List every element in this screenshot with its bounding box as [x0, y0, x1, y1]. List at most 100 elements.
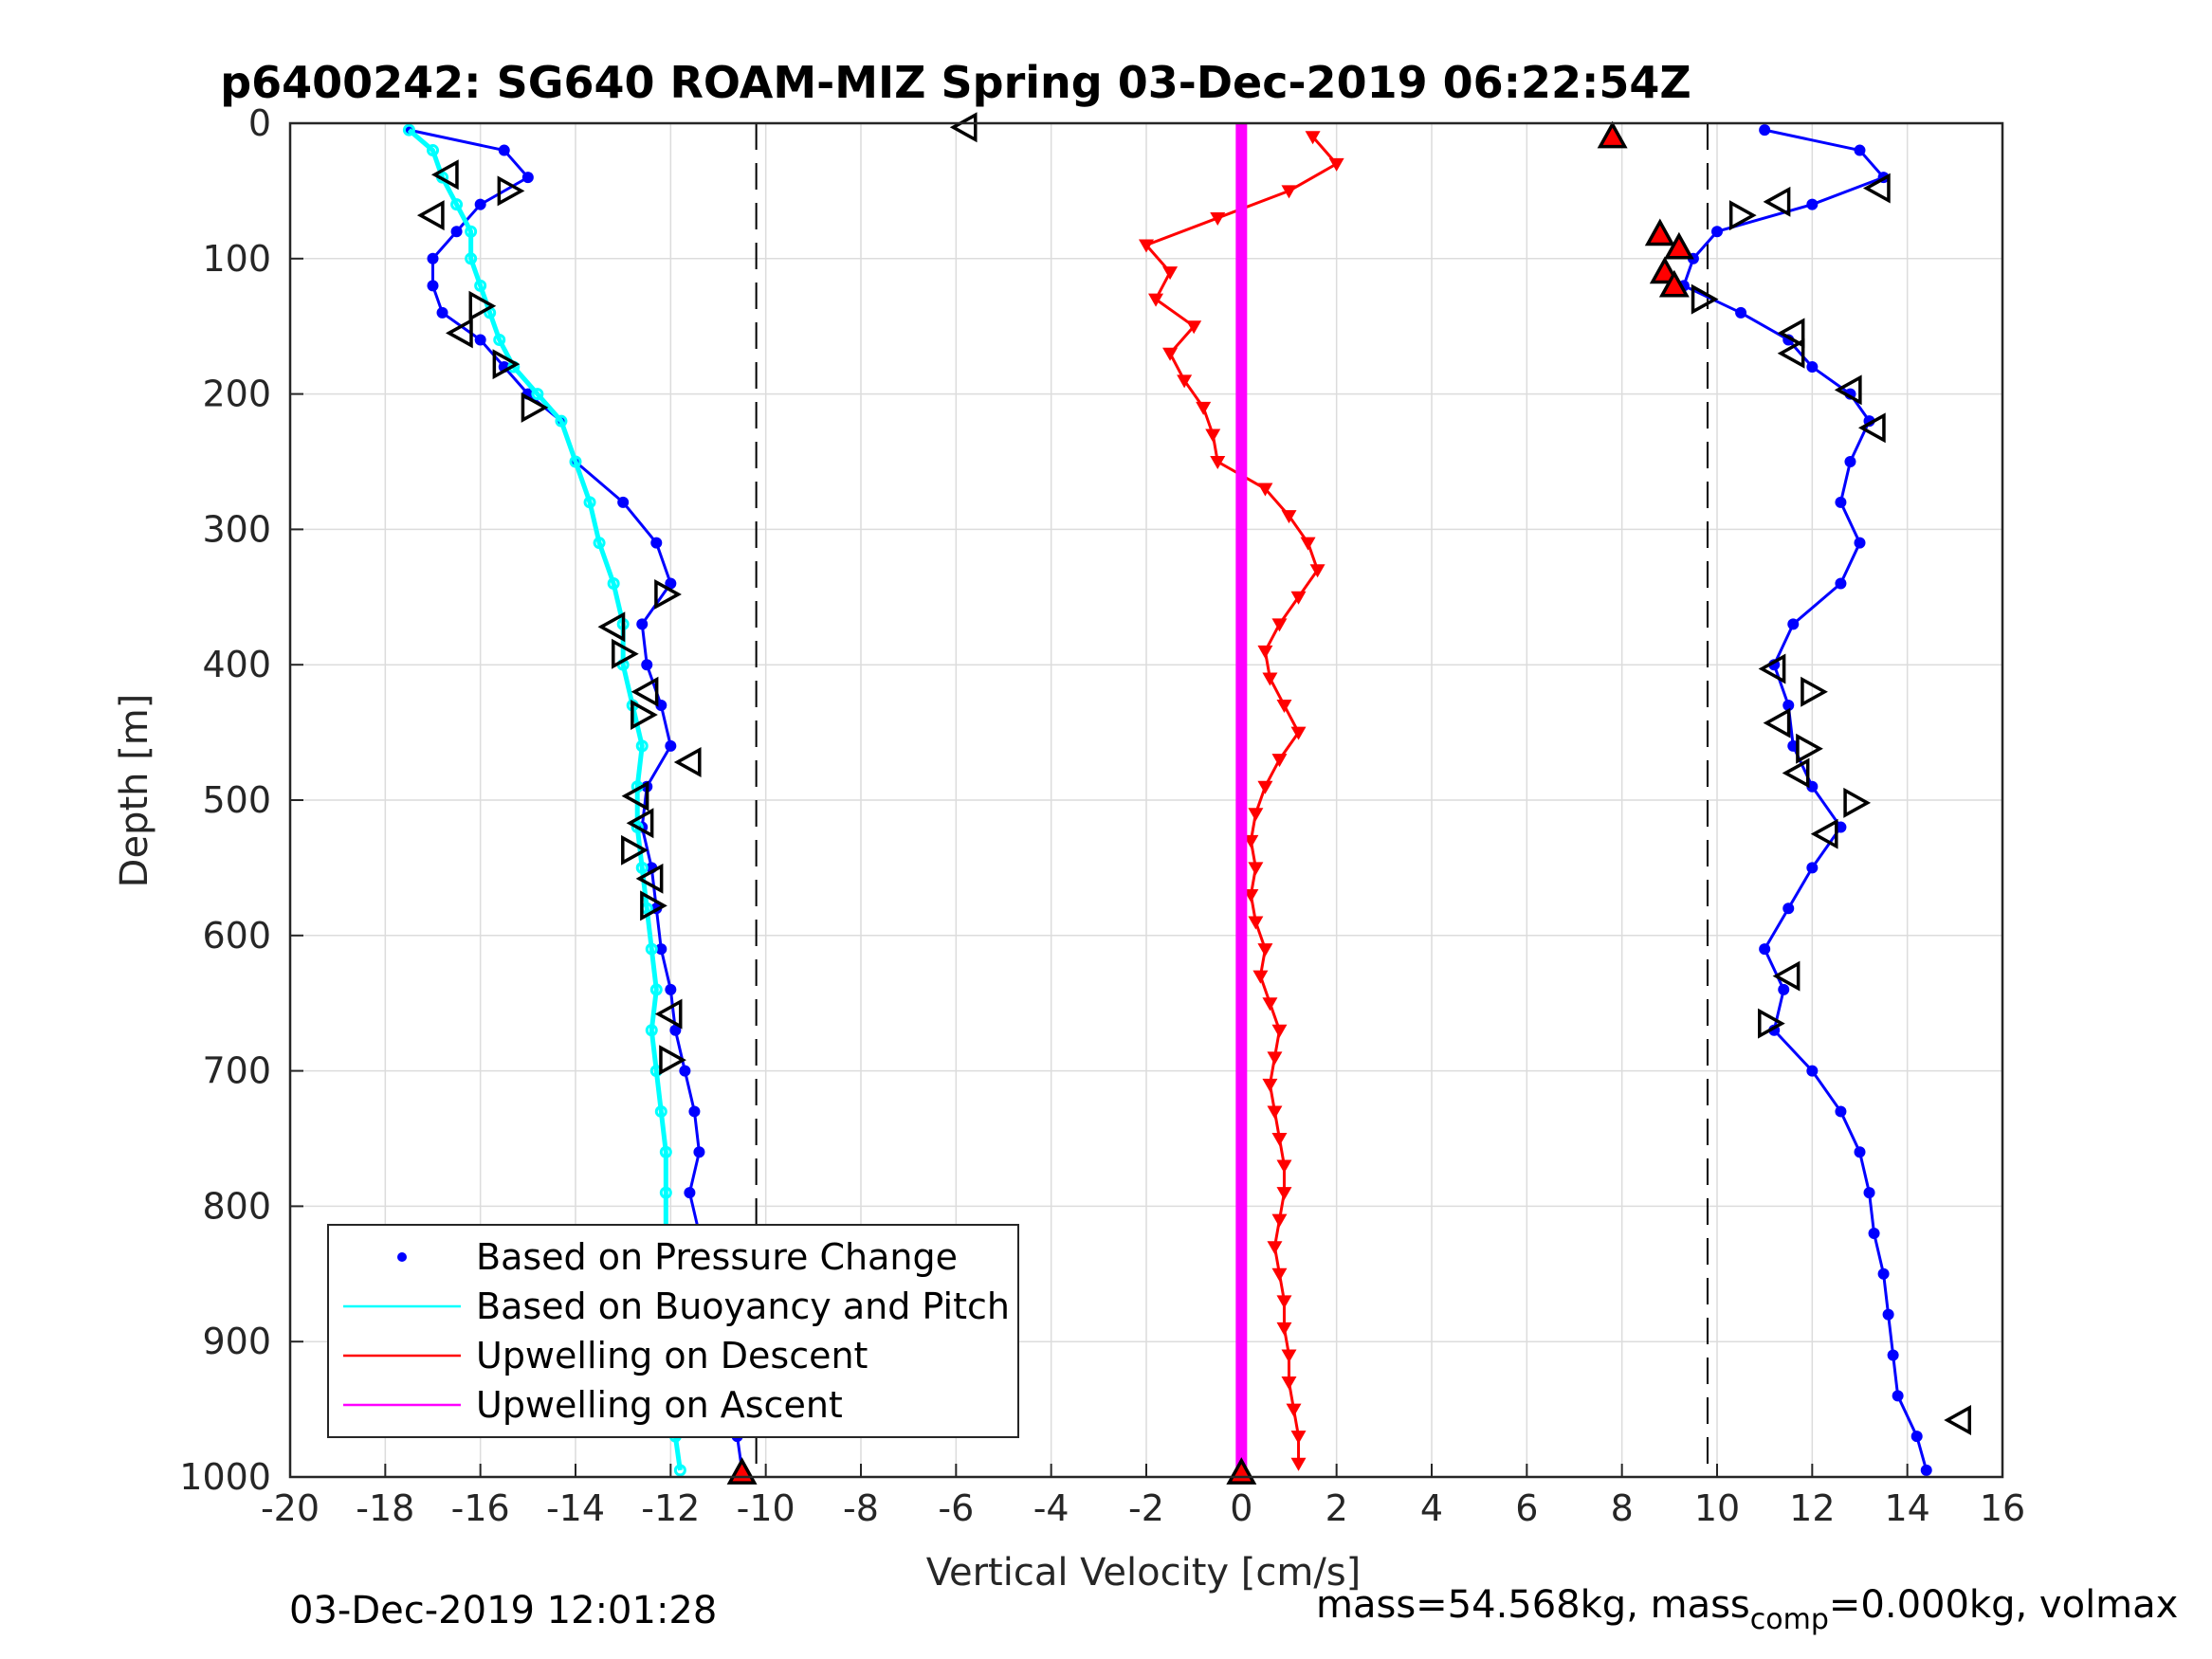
- upwelling-descent-point: [1210, 456, 1226, 469]
- y-tick-label: 100: [202, 238, 271, 280]
- pressure-change-point: [1759, 943, 1771, 956]
- x-tick-labels: -20 -18 -16 -14 -12 -10 -8 -6 -4 -2 0 2 4 6 8 10 12 14 16: [261, 1487, 2025, 1529]
- upwelling-descent-point: [1267, 1241, 1283, 1255]
- marker-triangle-right: [654, 578, 682, 610]
- y-tick-label: 0: [248, 102, 271, 144]
- upwelling-descent-point: [1271, 1213, 1288, 1228]
- upwelling-descent-point: [1267, 1105, 1283, 1120]
- upwelling-descent-point: [1281, 510, 1297, 524]
- pressure-change-point: [655, 943, 667, 956]
- upwelling-descent-point: [1290, 591, 1307, 605]
- buoyancy-pitch-point: [659, 1145, 672, 1158]
- upwelling-descent-point: [1252, 970, 1269, 984]
- pressure-change-point: [450, 226, 463, 238]
- pressure-change-point: [693, 1146, 705, 1158]
- marker-triangle-right: [1843, 787, 1872, 818]
- pressure-change-point: [1759, 124, 1771, 137]
- x-tick-label: 8: [1611, 1487, 1634, 1529]
- pressure-change-point: [1920, 1464, 1932, 1476]
- upwelling-descent-point: [1286, 1403, 1302, 1417]
- upwelling-descent-point: [1276, 700, 1292, 714]
- x-tick-label: -14: [546, 1487, 605, 1529]
- pressure-change-point: [427, 252, 439, 264]
- upwelling-descent-point: [1248, 916, 1264, 930]
- marker-layer: [416, 112, 1971, 1485]
- x-tick-label: -4: [1033, 1487, 1069, 1529]
- marker-triangle-left: [445, 318, 473, 349]
- buoyancy-pitch-point: [465, 225, 478, 238]
- x-tick-label: -10: [737, 1487, 795, 1529]
- upwelling-descent-point: [1276, 1159, 1292, 1174]
- pressure-change-point: [1854, 1146, 1866, 1158]
- marker-triangle-left: [1810, 818, 1838, 849]
- pressure-change-point: [1806, 198, 1819, 210]
- upwelling-descent-point: [1186, 320, 1202, 335]
- upwelling-descent-point: [1210, 211, 1226, 226]
- y-tick-label: 800: [202, 1185, 271, 1227]
- marker-triangle-left: [654, 998, 683, 1030]
- pressure-change-point: [1778, 983, 1790, 995]
- y-tick-label: 700: [202, 1050, 271, 1092]
- pressure-change-point: [1835, 496, 1847, 508]
- buoyancy-pitch-point: [673, 1464, 686, 1477]
- pressure-change-point: [1806, 361, 1819, 374]
- upwelling-descent-point: [1290, 726, 1307, 740]
- upwelling-descent-point: [1162, 347, 1179, 361]
- marker-triangle-up: [1597, 120, 1628, 149]
- buoyancy-pitch-point: [402, 123, 415, 137]
- buoyancy-pitch-point: [635, 861, 649, 874]
- marker-triangle-left: [949, 112, 978, 143]
- x-tick-label: -2: [1128, 1487, 1164, 1529]
- x-tick-label: 0: [1230, 1487, 1252, 1529]
- upwelling-descent-point: [1271, 1133, 1288, 1146]
- x-tick-label: 2: [1325, 1487, 1348, 1529]
- upwelling-descent-point: [1177, 374, 1193, 389]
- pressure-change-point: [1835, 577, 1847, 590]
- upwelling-descent-point: [1205, 428, 1221, 443]
- legend-label: Upwelling on Descent: [476, 1335, 868, 1376]
- marker-triangle-right: [612, 638, 639, 669]
- upwelling-descent-point: [1305, 131, 1321, 145]
- legend-label: Upwelling on Ascent: [476, 1384, 843, 1426]
- pressure-change-point: [688, 1105, 701, 1118]
- marker-triangle-right: [621, 834, 649, 866]
- pressure-change-point: [665, 739, 677, 752]
- y-tick-label: 400: [202, 644, 271, 685]
- upwelling-descent-point: [1309, 564, 1325, 578]
- buoyancy-pitch-point: [593, 537, 606, 550]
- upwelling-descent-point: [1196, 401, 1212, 415]
- marker-triangle-right: [1758, 1008, 1785, 1039]
- upwelling-descent-point: [1281, 185, 1297, 199]
- pressure-change-point: [474, 334, 486, 346]
- marker-triangle-right: [1796, 733, 1823, 764]
- upwelling-descent-point: [1262, 1078, 1278, 1092]
- marker-triangle-left: [1763, 186, 1791, 217]
- x-tick-label: 16: [1980, 1487, 2025, 1529]
- pressure-change-point: [650, 537, 663, 549]
- pressure-change-point: [1854, 144, 1866, 156]
- marker-triangle-left: [673, 747, 702, 777]
- footer-mass-text: mass=54.568kg, mass: [1316, 1583, 1750, 1627]
- pressure-change-point: [521, 172, 534, 184]
- pressure-change-point: [1787, 618, 1800, 630]
- pressure-change-point: [669, 1024, 682, 1036]
- y-tick-label: 200: [202, 374, 271, 415]
- upwelling-descent-point: [1271, 754, 1288, 768]
- upwelling-descent-point: [1148, 293, 1164, 307]
- x-tick-label: -12: [641, 1487, 700, 1529]
- marker-triangle-left: [631, 676, 659, 707]
- footer-mass: mass=54.568kg, masscomp=0.000kg, volmax: [1316, 1583, 2178, 1636]
- marker-triangle-left: [416, 200, 445, 231]
- buoyancy-pitch-point: [645, 942, 658, 956]
- marker-triangle-up: [1658, 269, 1690, 298]
- buoyancy-pitch-point: [427, 144, 439, 157]
- upwelling-descent-point: [1281, 1349, 1297, 1363]
- marker-triangle-left: [597, 611, 626, 643]
- legend-swatch-dot: [397, 1252, 407, 1262]
- marker-triangle-right: [659, 1045, 686, 1076]
- upwelling-descent-point: [1290, 1431, 1307, 1445]
- y-tick-label: 900: [202, 1321, 271, 1362]
- upwelling-descent-point: [1271, 1024, 1288, 1038]
- y-axis-label: Depth [m]: [113, 694, 156, 888]
